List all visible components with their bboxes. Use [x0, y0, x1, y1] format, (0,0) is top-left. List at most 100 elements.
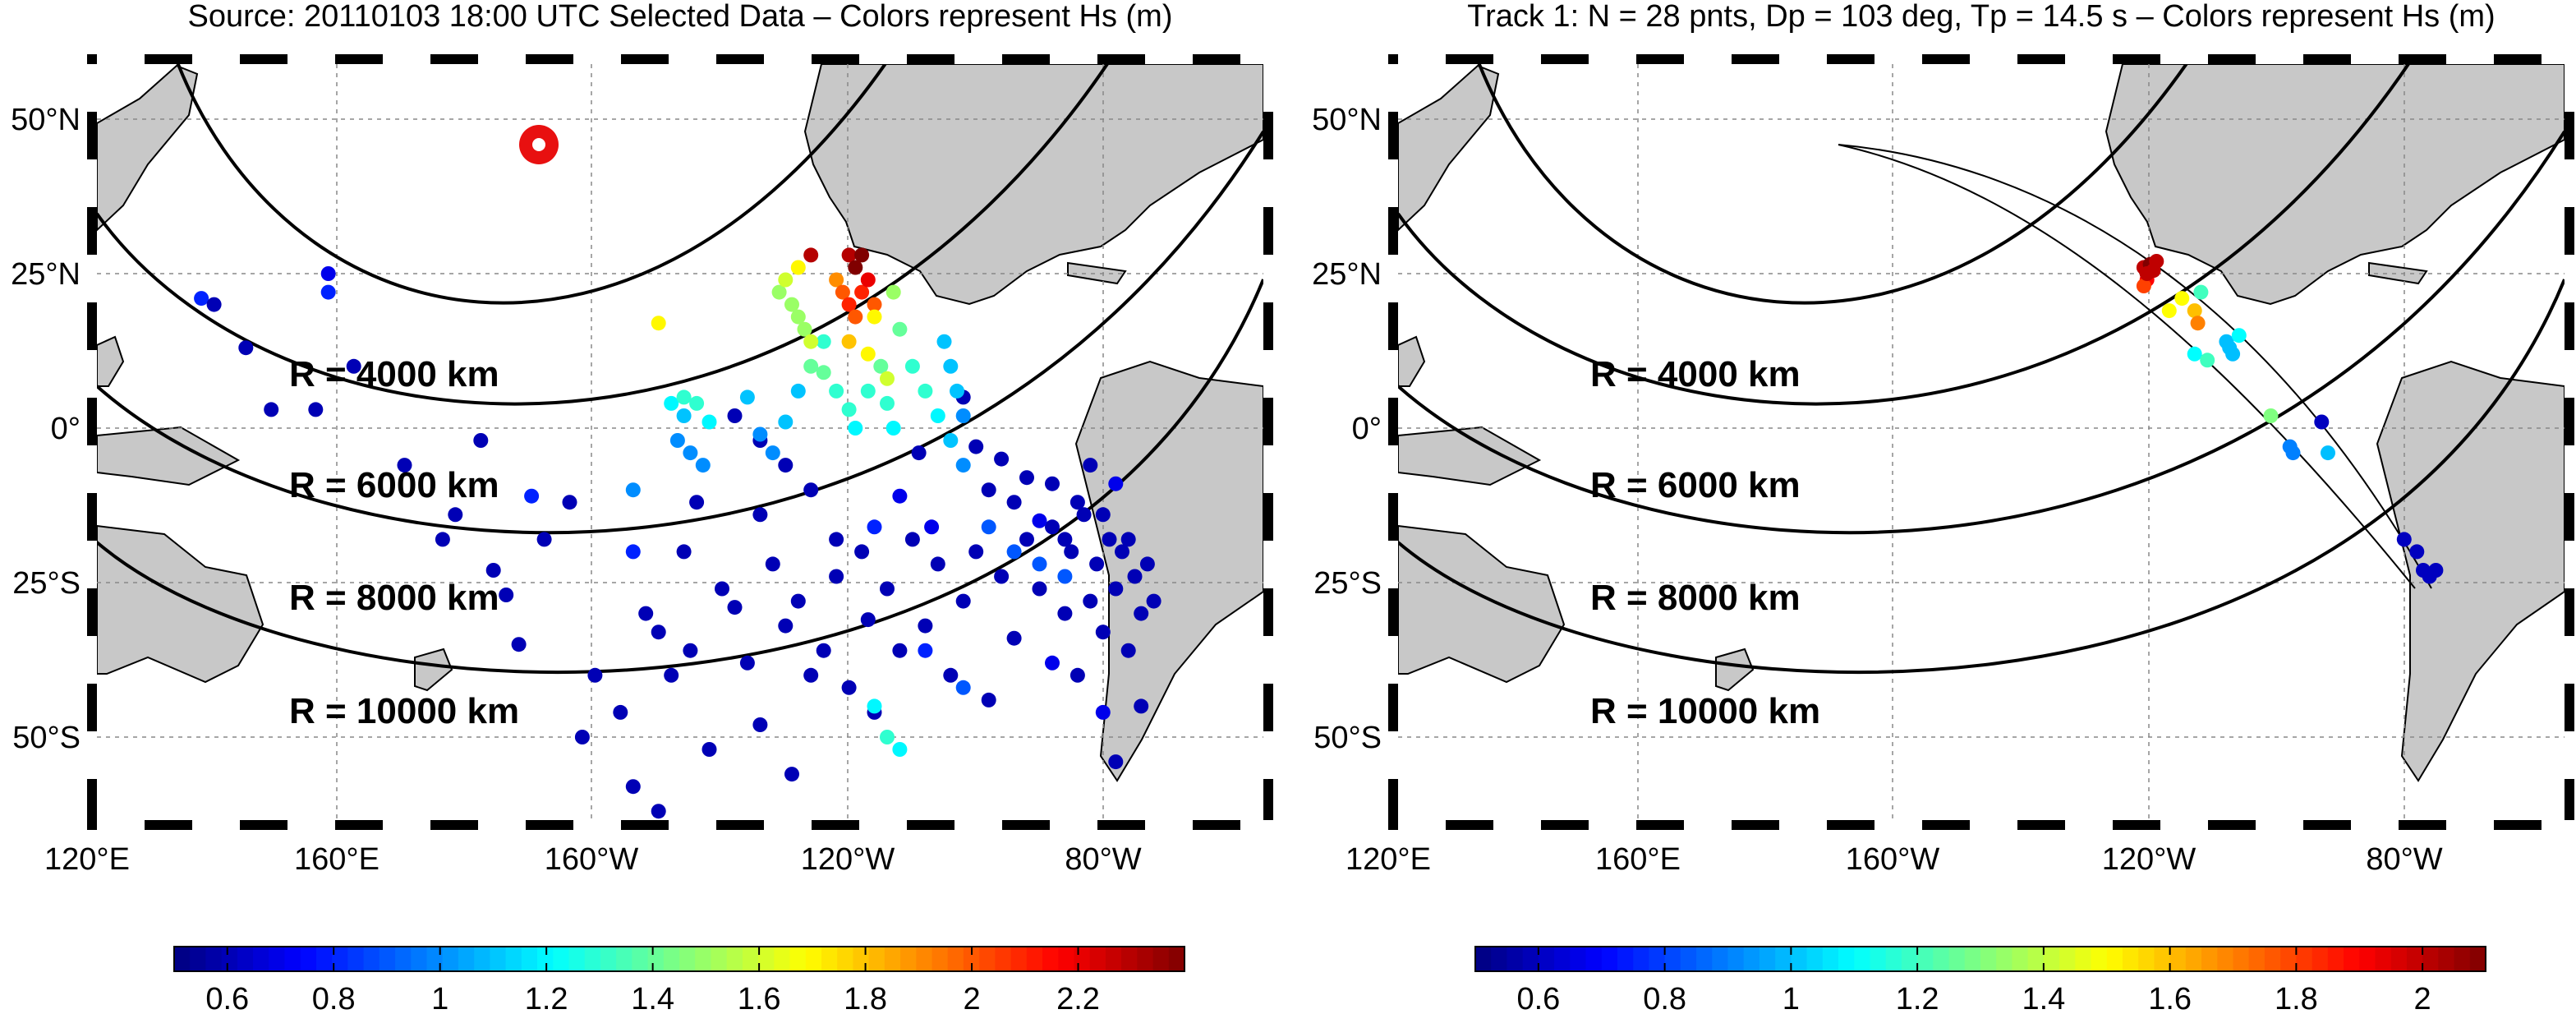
observation-point: [308, 402, 324, 417]
colorbar-step: [2296, 947, 2313, 971]
colorbar-step: [2185, 947, 2202, 971]
observation-point: [778, 414, 794, 430]
observation-point: [752, 717, 768, 732]
frame-tick: [1398, 54, 1446, 64]
colorbar-step: [1168, 947, 1185, 971]
frame-tick: [1589, 820, 1636, 830]
colorbar-step: [269, 947, 286, 971]
observation-point: [587, 667, 603, 683]
frame-tick: [1050, 54, 1097, 64]
frame-tick: [1263, 64, 1273, 112]
frame-ticks: [1388, 54, 2576, 830]
colorbar-gradient: [1475, 947, 2486, 971]
observation-point: [994, 451, 1010, 467]
observation-point: [1045, 476, 1060, 491]
observation-point: [1032, 581, 1047, 597]
observation-point: [955, 458, 971, 473]
frame-tick: [1684, 820, 1732, 830]
observation-point: [562, 495, 577, 510]
frame-tick: [192, 54, 240, 64]
colorbar-step: [1121, 947, 1138, 971]
observation-point: [943, 667, 959, 683]
observation-point: [2200, 353, 2215, 368]
observation-point: [1032, 513, 1047, 528]
observation-point: [873, 358, 889, 374]
lat-tick: 50°S: [1313, 721, 1382, 755]
colorbar-step: [2469, 947, 2486, 971]
observation-point: [829, 569, 844, 584]
observation-point: [2409, 544, 2425, 560]
observation-point: [1108, 754, 1124, 770]
observation-point: [803, 247, 819, 263]
observation-point: [435, 532, 450, 547]
observation-point: [320, 284, 336, 300]
frame-tick: [1388, 445, 1398, 493]
frame-tick: [97, 820, 145, 830]
frame-tick: [2065, 54, 2113, 64]
land-masses: [1398, 64, 2564, 782]
frame-tick: [2564, 255, 2574, 302]
observation-point: [536, 532, 552, 547]
range-ring-8000: [97, 130, 1263, 535]
observation-point: [1120, 643, 1136, 658]
observation-point: [955, 593, 971, 609]
colorbar-step: [2422, 947, 2439, 971]
observation-point: [2146, 263, 2161, 279]
frame-tick: [2564, 350, 2574, 398]
observation-point: [1095, 704, 1111, 720]
frame-tick: [1388, 64, 1398, 112]
colorbar-step: [2312, 947, 2329, 971]
observation-point: [206, 297, 222, 312]
frame-tick: [2446, 54, 2494, 64]
source-marker: [519, 125, 559, 164]
observation-points: [194, 247, 1162, 819]
observation-point: [867, 519, 882, 535]
colorbar-step: [789, 947, 807, 971]
observation-point: [702, 414, 717, 430]
observation-point: [892, 643, 908, 658]
observation-point: [803, 667, 819, 683]
observation-point: [778, 458, 794, 473]
observation-point: [816, 643, 831, 658]
observation-point: [860, 346, 876, 362]
observation-point: [765, 556, 780, 572]
observation-point: [994, 569, 1010, 584]
frame-tick: [764, 54, 812, 64]
observation-point: [346, 358, 361, 374]
observation-point: [1108, 476, 1124, 491]
colorbar-step: [1806, 947, 1824, 971]
range-ring-8000: [1398, 130, 2564, 535]
lat-tick: 25°S: [12, 566, 80, 601]
range-label-10000: R = 10000 km: [1590, 691, 1820, 731]
frame-tick: [1589, 54, 1636, 64]
observation-point: [1127, 569, 1143, 584]
observation-point: [981, 519, 996, 535]
observation-point: [880, 371, 895, 386]
track-edge-lower: [1838, 144, 2416, 589]
observation-point: [676, 389, 692, 405]
range-ring-4000: [176, 64, 887, 305]
colorbar-step: [347, 947, 365, 971]
colorbar-step: [426, 947, 444, 971]
frame-tick: [2351, 54, 2399, 64]
land-north-america: [803, 64, 1263, 306]
frame-tick: [1388, 541, 1398, 588]
lon-tick-labels: 120°E 160°E 160°W 120°W 80°W: [44, 842, 1142, 877]
observation-point: [638, 606, 654, 621]
colorbar-step: [1664, 947, 1681, 971]
observation-point: [892, 321, 908, 337]
colorbar-step: [2280, 947, 2297, 971]
observation-point: [676, 408, 692, 423]
map-panel-right: Track 1: N = 28 pnts, Dp = 103 deg, Tp =…: [1312, 0, 2576, 1014]
colorbar-step: [2138, 947, 2155, 971]
colorbar-step: [1538, 947, 1555, 971]
panel-title: Source: 20110103 18:00 UTC Selected Data…: [187, 0, 1172, 34]
observation-point: [803, 482, 819, 498]
colorbar-step: [553, 947, 570, 971]
lon-tick-labels: 120°E 160°E 160°W 120°W 80°W: [1346, 842, 2443, 877]
observation-point: [880, 581, 895, 597]
colorbar-step: [600, 947, 617, 971]
frame-tick: [87, 731, 97, 779]
lat-tick: 25°N: [1312, 257, 1382, 292]
